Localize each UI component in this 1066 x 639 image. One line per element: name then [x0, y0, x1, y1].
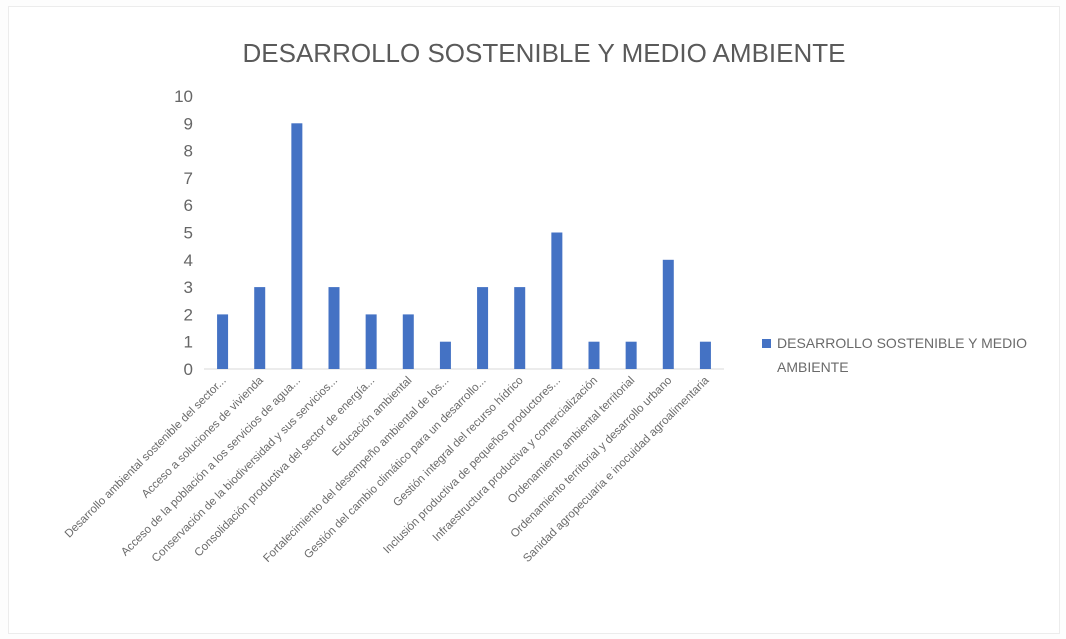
legend-label-line-2: AMBIENTE [777, 359, 849, 375]
bar [477, 287, 489, 369]
bar [291, 123, 303, 369]
bar [588, 341, 600, 369]
bar [699, 341, 711, 369]
y-tick-label: 8 [184, 142, 193, 161]
chart-title: DESARROLLO SOSTENIBLE Y MEDIO AMBIENTE [243, 38, 846, 68]
bar [328, 287, 340, 369]
chart-frame: DESARROLLO SOSTENIBLE Y MEDIO AMBIENTE 0… [8, 6, 1060, 634]
y-tick-label: 6 [184, 196, 193, 215]
bar-chart: DESARROLLO SOSTENIBLE Y MEDIO AMBIENTE 0… [63, 38, 1027, 565]
y-tick-label: 7 [184, 169, 193, 188]
y-tick-label: 0 [184, 360, 193, 379]
bar [551, 232, 563, 369]
x-tick-label: Gestión integral del recurso hídrico [391, 375, 526, 510]
x-tick-label: Inclusión productiva de pequeños product… [381, 375, 563, 557]
legend-swatch [762, 339, 771, 348]
bar [402, 314, 414, 369]
y-tick-label: 10 [174, 87, 193, 106]
y-tick-label: 9 [184, 114, 193, 133]
bars [217, 123, 711, 369]
bar [514, 287, 526, 369]
y-tick-label: 1 [184, 333, 193, 352]
y-tick-label: 2 [184, 305, 193, 324]
x-axis-labels: Desarrollo ambiental sostenible del sect… [63, 374, 712, 565]
x-tick-label: Acceso de la población a los servicios d… [119, 375, 303, 559]
legend: DESARROLLO SOSTENIBLE Y MEDIO AMBIENTE [762, 335, 1027, 375]
bar [365, 314, 377, 369]
bar [217, 314, 229, 369]
y-tick-label: 5 [184, 224, 193, 243]
y-tick-label: 4 [184, 251, 193, 270]
y-tick-label: 3 [184, 278, 193, 297]
bar [625, 341, 637, 369]
y-axis: 0 1 2 3 4 5 6 7 8 9 10 [174, 87, 193, 379]
bar [254, 287, 266, 369]
legend-label-line-1: DESARROLLO SOSTENIBLE Y MEDIO [777, 335, 1027, 351]
bar [439, 341, 451, 369]
bar [662, 259, 674, 369]
